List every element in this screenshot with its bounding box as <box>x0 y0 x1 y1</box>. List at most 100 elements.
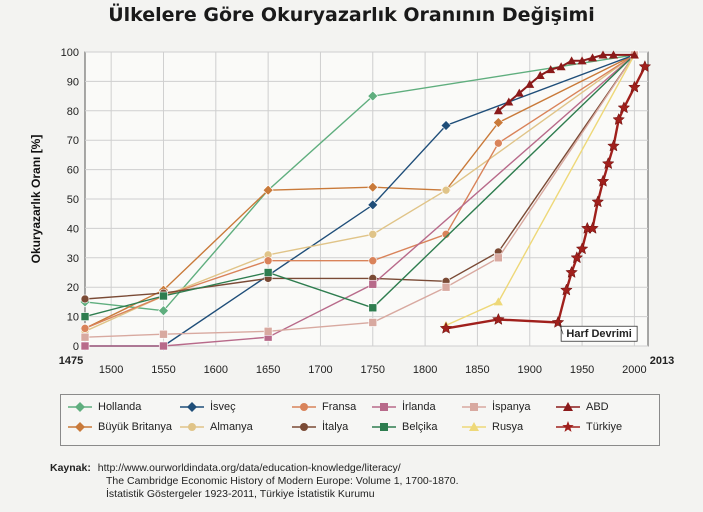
data-point <box>525 79 535 88</box>
legend-label: Türkiye <box>586 421 623 433</box>
y-tick-label: 70 <box>67 135 79 147</box>
legend-item: Türkiye <box>555 421 622 433</box>
y-tick-label: 50 <box>67 194 79 206</box>
legend-swatch <box>68 402 92 412</box>
data-point <box>159 341 168 351</box>
data-point <box>439 321 453 334</box>
source-url: http://www.ourworldindata.org/data/educa… <box>97 462 401 474</box>
data-point <box>607 139 620 152</box>
data-point <box>638 60 652 73</box>
data-point <box>494 138 503 148</box>
y-tick-label: 30 <box>67 253 79 265</box>
data-point <box>158 305 169 317</box>
data-point <box>263 326 273 336</box>
legend-item: Büyük Britanya <box>67 421 172 433</box>
annotation-leader <box>558 322 564 335</box>
data-point <box>368 279 378 289</box>
legend-label: İspanya <box>492 401 531 413</box>
y-tick-label: 20 <box>67 282 79 294</box>
y-tick-label: 100 <box>61 47 79 59</box>
data-point <box>567 56 577 65</box>
legend-label: Rusya <box>492 421 524 433</box>
y-tick-label: 60 <box>67 165 79 177</box>
data-point <box>491 312 505 325</box>
y-tick-label: 90 <box>67 76 79 88</box>
data-point <box>556 62 566 71</box>
data-point <box>551 315 565 328</box>
data-point <box>368 229 378 239</box>
data-point <box>570 251 584 264</box>
y-tick-label: 40 <box>67 223 79 235</box>
data-point <box>441 185 451 195</box>
legend-label: Hollanda <box>98 401 142 413</box>
data-point <box>367 181 379 193</box>
x-tick-label: 1800 <box>413 364 437 376</box>
data-point <box>80 312 90 321</box>
legend-swatch <box>292 403 316 411</box>
legend-swatch <box>372 423 396 431</box>
legend-swatch <box>292 423 316 431</box>
annotation-label: Harf Devrimi <box>566 328 631 340</box>
data-point <box>612 112 626 126</box>
legend-item: Rusya <box>461 421 523 433</box>
source-book: The Cambridge Economic History of Modern… <box>106 475 459 487</box>
legend-label: İtalya <box>322 421 349 433</box>
legend-swatch <box>556 402 580 411</box>
data-point <box>504 97 514 106</box>
legend-label: ABD <box>586 401 609 413</box>
data-point <box>368 318 378 327</box>
x-tick-label: 1700 <box>308 364 332 376</box>
legend-swatch <box>68 422 92 432</box>
data-point <box>441 282 451 292</box>
data-point <box>263 268 273 277</box>
data-point <box>629 50 639 59</box>
legend-label: İrlanda <box>402 401 436 413</box>
legend-swatch <box>462 403 486 411</box>
x-tick-label: 1600 <box>204 364 228 376</box>
data-point <box>159 291 168 301</box>
data-point <box>601 157 615 170</box>
data-point <box>367 199 379 211</box>
data-point <box>535 71 545 80</box>
data-point <box>159 329 168 339</box>
data-point <box>493 106 503 115</box>
legend-swatch <box>372 403 396 411</box>
data-point <box>262 184 274 196</box>
data-point <box>617 101 631 114</box>
data-point <box>492 117 504 128</box>
legend-label: İsveç <box>210 401 236 413</box>
legend-swatch <box>556 421 580 432</box>
data-point <box>577 56 587 65</box>
legend-label: Büyük Britanya <box>98 421 172 433</box>
chart-area: 0 10 20 30 40 50 60 70 80 90 100 1475 1500 1550 1600 16… <box>29 47 674 376</box>
data-point <box>80 324 90 333</box>
data-point <box>494 253 503 263</box>
x-tick-label: 1850 <box>465 364 489 376</box>
annotation-box <box>560 325 638 342</box>
data-point <box>608 50 618 59</box>
y-tick-label: 10 <box>67 312 79 324</box>
legend-swatch <box>180 423 204 431</box>
legend-item: İtalya <box>291 421 348 433</box>
data-point <box>588 53 598 62</box>
source-label: Kaynak: <box>50 462 91 474</box>
data-point <box>368 303 378 313</box>
chart-title: Ülkelere Göre Okuryazarlık Oranının Deği… <box>108 4 595 26</box>
legend-item: İrlanda <box>371 401 436 413</box>
data-point <box>80 341 90 351</box>
legend-label: Belçika <box>402 421 438 433</box>
chart-legend: Hollanda İsveç Fransa İrlanda İspanya ABD Büyü… <box>60 394 660 446</box>
x-tick-label: 1475 <box>59 355 83 367</box>
data-point <box>493 297 503 306</box>
data-point <box>586 221 599 234</box>
data-point <box>596 174 610 187</box>
legend-item: Hollanda <box>67 401 141 413</box>
data-point <box>546 65 556 74</box>
y-tick-label: 0 <box>73 341 79 353</box>
data-point <box>441 229 451 239</box>
data-point <box>575 242 589 255</box>
x-tick-label: 2000 <box>622 364 646 376</box>
legend-item: ABD <box>555 401 609 413</box>
data-point <box>80 294 90 304</box>
data-point <box>263 256 273 266</box>
